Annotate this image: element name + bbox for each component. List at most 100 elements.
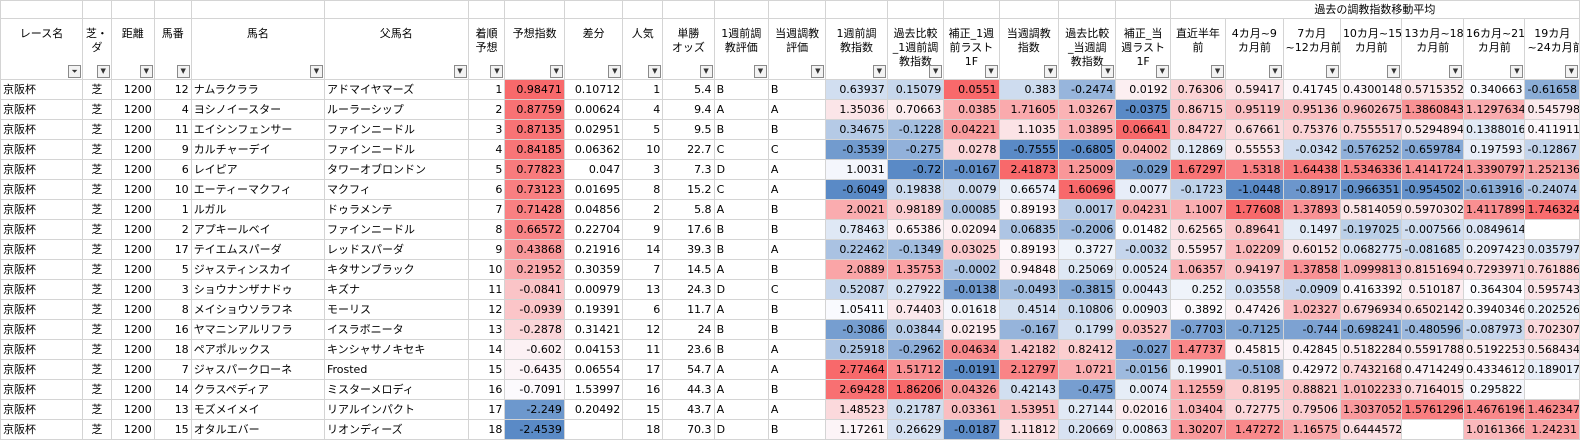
table-cell[interactable]: 0.0074: [1115, 379, 1171, 400]
table-cell[interactable]: 0.06554: [563, 359, 624, 380]
table-cell[interactable]: A: [713, 199, 769, 220]
table-cell[interactable]: レッドスパーダ: [323, 239, 469, 260]
table-cell[interactable]: 芝: [82, 199, 112, 220]
table-cell[interactable]: -0.1228: [886, 119, 945, 140]
table-cell[interactable]: 7: [467, 199, 506, 220]
table-cell[interactable]: 0.047: [563, 159, 624, 180]
table-cell[interactable]: 6: [622, 299, 664, 320]
table-cell[interactable]: 1200: [110, 379, 155, 400]
table-cell[interactable]: 0.4714249: [1401, 359, 1464, 380]
table-cell[interactable]: 15.2: [662, 179, 715, 200]
table-cell[interactable]: 1.746324: [1524, 199, 1580, 220]
table-cell[interactable]: 0.252: [1169, 279, 1227, 300]
table-cell[interactable]: 0.22462: [825, 239, 888, 260]
table-cell[interactable]: 1200: [110, 119, 155, 140]
table-cell[interactable]: 3: [467, 119, 506, 140]
table-cell[interactable]: A: [767, 339, 827, 360]
table-cell[interactable]: -0.6435: [504, 359, 565, 380]
table-cell[interactable]: 0.8151694: [1401, 259, 1464, 280]
table-cell[interactable]: 0.94848: [998, 259, 1060, 280]
table-cell[interactable]: 0.5294894: [1401, 119, 1464, 140]
table-cell[interactable]: 2: [153, 219, 192, 240]
table-cell[interactable]: -0.3539: [825, 139, 888, 160]
table-cell[interactable]: [1524, 379, 1580, 400]
table-cell[interactable]: 11: [153, 119, 192, 140]
table-cell[interactable]: 2.0021: [825, 199, 888, 220]
table-cell[interactable]: 京阪杯: [0, 359, 84, 380]
table-cell[interactable]: 1200: [110, 319, 155, 340]
table-cell[interactable]: A: [767, 239, 827, 260]
table-cell[interactable]: C: [767, 279, 827, 300]
table-cell[interactable]: -1.0448: [1225, 179, 1284, 200]
table-cell[interactable]: 0.42972: [1282, 359, 1341, 380]
table-cell[interactable]: 0.10806: [1058, 299, 1117, 320]
table-cell[interactable]: 0.67661: [1225, 119, 1284, 140]
table-cell[interactable]: 0.761886: [1524, 259, 1580, 280]
table-cell[interactable]: 39.3: [662, 239, 715, 260]
table-cell[interactable]: 1.0721: [1058, 359, 1117, 380]
table-cell[interactable]: 1200: [110, 239, 155, 260]
table-cell[interactable]: 0.21787: [886, 399, 945, 420]
table-cell[interactable]: 1.1007: [1169, 199, 1227, 220]
table-cell[interactable]: 芝: [82, 379, 112, 400]
table-cell[interactable]: A: [713, 99, 769, 120]
table-cell[interactable]: 0.0682775: [1339, 239, 1403, 260]
table-cell[interactable]: 0.25918: [825, 339, 888, 360]
table-cell[interactable]: 17: [467, 399, 506, 420]
table-cell[interactable]: 1.51712: [886, 359, 945, 380]
table-cell[interactable]: 0.60152: [1282, 239, 1341, 260]
table-cell[interactable]: 1.0161366: [1462, 419, 1526, 440]
table-cell[interactable]: -0.659784: [1401, 139, 1464, 160]
table-cell[interactable]: 0.0079: [943, 179, 1000, 200]
table-cell[interactable]: 8: [153, 299, 192, 320]
table-cell[interactable]: 0.31421: [563, 319, 624, 340]
table-cell[interactable]: 1.252136: [1524, 159, 1580, 180]
table-cell[interactable]: 0.6444572: [1339, 419, 1403, 440]
table-cell[interactable]: -0.0909: [1282, 279, 1341, 300]
table-cell[interactable]: -0.744: [1282, 319, 1341, 340]
table-cell[interactable]: 1.47737: [1169, 339, 1227, 360]
table-cell[interactable]: -0.3815: [1058, 279, 1117, 300]
table-cell[interactable]: 京阪杯: [0, 279, 84, 300]
table-cell[interactable]: ジャスパークローネ: [190, 359, 325, 380]
table-cell[interactable]: 0.63937: [825, 79, 888, 100]
table-cell[interactable]: 5: [467, 159, 506, 180]
table-cell[interactable]: 0.02094: [943, 219, 1000, 240]
table-cell[interactable]: 0.26629: [886, 419, 945, 440]
table-cell[interactable]: 24.3: [662, 279, 715, 300]
table-cell[interactable]: B: [713, 339, 769, 360]
table-cell[interactable]: 0.06362: [563, 139, 624, 160]
table-cell[interactable]: 7.3: [662, 159, 715, 180]
table-cell[interactable]: 3: [622, 159, 664, 180]
table-cell[interactable]: 0.75376: [1282, 119, 1341, 140]
table-cell[interactable]: 0.45815: [1225, 339, 1284, 360]
table-cell[interactable]: 1200: [110, 339, 155, 360]
table-cell[interactable]: C: [713, 179, 769, 200]
table-cell[interactable]: 芝: [82, 259, 112, 280]
table-cell[interactable]: -0.197025: [1339, 219, 1403, 240]
table-cell[interactable]: 11.7: [662, 299, 715, 320]
table-cell[interactable]: C: [767, 139, 827, 160]
table-cell[interactable]: 1.0102233: [1339, 379, 1403, 400]
table-cell[interactable]: 芝: [82, 179, 112, 200]
table-cell[interactable]: 9: [153, 139, 192, 160]
table-cell[interactable]: 0.3727: [1058, 239, 1117, 260]
table-cell[interactable]: -0.8917: [1282, 179, 1341, 200]
filter-dropdown-icon[interactable]: ▼: [1510, 65, 1524, 78]
table-cell[interactable]: 京阪杯: [0, 99, 84, 120]
table-cell[interactable]: 0.95136: [1282, 99, 1341, 120]
table-cell[interactable]: 4: [153, 99, 192, 120]
filter-dropdown-icon[interactable]: ▼: [1155, 65, 1169, 78]
table-cell[interactable]: -0.954502: [1401, 179, 1464, 200]
table-cell[interactable]: 1.24231: [1524, 419, 1580, 440]
table-cell[interactable]: 0.87135: [504, 119, 565, 140]
table-cell[interactable]: 1.37858: [1282, 259, 1341, 280]
table-cell[interactable]: 京阪杯: [0, 399, 84, 420]
table-cell[interactable]: 18: [153, 339, 192, 360]
table-cell[interactable]: 5: [622, 119, 664, 140]
table-cell[interactable]: -0.7555: [998, 139, 1060, 160]
table-cell[interactable]: 0.84727: [1169, 119, 1227, 140]
table-cell[interactable]: 0.03527: [1115, 319, 1171, 340]
table-cell[interactable]: -0.2878: [504, 319, 565, 340]
table-cell[interactable]: B: [767, 259, 827, 280]
